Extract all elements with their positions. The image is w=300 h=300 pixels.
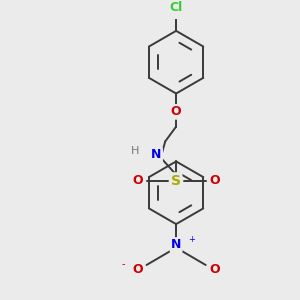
Text: O: O <box>133 263 143 276</box>
Text: O: O <box>171 105 182 118</box>
Text: N: N <box>171 238 181 251</box>
Text: H: H <box>130 146 139 156</box>
Text: O: O <box>133 174 143 187</box>
Text: N: N <box>151 148 162 161</box>
Text: -: - <box>121 259 125 269</box>
Text: Cl: Cl <box>169 1 183 14</box>
Text: O: O <box>209 174 220 187</box>
Text: O: O <box>209 263 220 276</box>
Text: +: + <box>188 235 195 244</box>
Text: S: S <box>171 174 181 188</box>
